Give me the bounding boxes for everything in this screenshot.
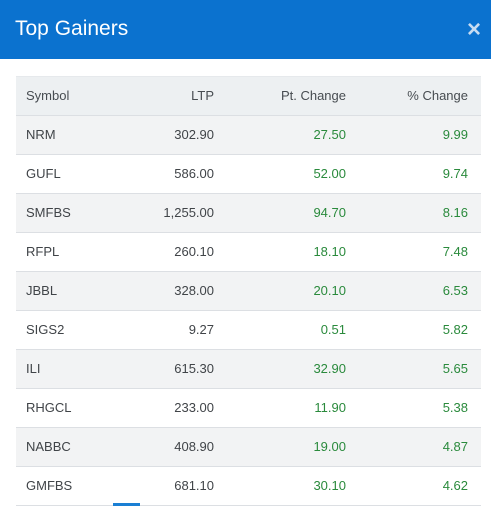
cell-symbol: RFPL [26, 233, 59, 271]
cell-symbol: NRM [26, 116, 56, 154]
dialog-header: Top Gainers × [0, 0, 491, 59]
cell-pt-change: 19.00 [313, 428, 346, 466]
table-row[interactable]: SMFBS 1,255.00 94.70 8.16 [16, 194, 481, 233]
cell-pct-change: 9.74 [443, 155, 468, 193]
cell-ltp: 586.00 [174, 155, 214, 193]
cell-pct-change: 8.16 [443, 194, 468, 232]
cell-ltp: 615.30 [174, 350, 214, 388]
column-header-ltp[interactable]: LTP [191, 77, 214, 115]
cell-pt-change: 27.50 [313, 116, 346, 154]
cell-pct-change: 4.62 [443, 467, 468, 505]
column-header-symbol[interactable]: Symbol [26, 77, 69, 115]
cell-ltp: 9.27 [189, 311, 214, 349]
table-row[interactable]: ILI 615.30 32.90 5.65 [16, 350, 481, 389]
table-body: NRM 302.90 27.50 9.99 GUFL 586.00 52.00 9.74 SMF… [16, 116, 481, 506]
cell-ltp: 681.10 [174, 467, 214, 505]
cell-pct-change: 5.38 [443, 389, 468, 427]
cell-pt-change: 11.90 [314, 389, 346, 427]
cell-pct-change: 4.87 [443, 428, 468, 466]
cell-ltp: 233.00 [174, 389, 214, 427]
cell-pt-change: 20.10 [313, 272, 346, 310]
cell-symbol: SMFBS [26, 194, 71, 232]
gainers-table: Symbol LTP Pt. Change % Change NRM 302.90… [16, 76, 481, 506]
cell-symbol: SIGS2 [26, 311, 64, 349]
close-icon[interactable]: × [464, 19, 484, 41]
cell-symbol: GUFL [26, 155, 61, 193]
cell-pt-change: 30.10 [313, 467, 346, 505]
cell-pt-change: 18.10 [313, 233, 346, 271]
cell-pct-change: 5.65 [443, 350, 468, 388]
table-header-row: Symbol LTP Pt. Change % Change [16, 77, 481, 116]
cell-pct-change: 5.82 [443, 311, 468, 349]
dialog-title: Top Gainers [15, 16, 128, 42]
table-row[interactable]: GMFBS 681.10 30.10 4.62 [16, 467, 481, 506]
table-row[interactable]: NABBC 408.90 19.00 4.87 [16, 428, 481, 467]
scroll-indicator [113, 503, 140, 506]
cell-pct-change: 9.99 [443, 116, 468, 154]
table-row[interactable]: NRM 302.90 27.50 9.99 [16, 116, 481, 155]
cell-pct-change: 6.53 [443, 272, 468, 310]
cell-symbol: GMFBS [26, 467, 72, 505]
cell-ltp: 408.90 [174, 428, 214, 466]
cell-pt-change: 32.90 [313, 350, 346, 388]
cell-symbol: ILI [26, 350, 40, 388]
cell-symbol: RHGCL [26, 389, 72, 427]
table-row[interactable]: SIGS2 9.27 0.51 5.82 [16, 311, 481, 350]
table-row[interactable]: GUFL 586.00 52.00 9.74 [16, 155, 481, 194]
table-row[interactable]: RHGCL 233.00 11.90 5.38 [16, 389, 481, 428]
cell-pt-change: 52.00 [313, 155, 346, 193]
cell-pt-change: 0.51 [321, 311, 346, 349]
cell-pct-change: 7.48 [443, 233, 468, 271]
column-header-pct-change[interactable]: % Change [407, 77, 468, 115]
table-row[interactable]: JBBL 328.00 20.10 6.53 [16, 272, 481, 311]
cell-ltp: 1,255.00 [163, 194, 214, 232]
cell-pt-change: 94.70 [313, 194, 346, 232]
column-header-pt-change[interactable]: Pt. Change [281, 77, 346, 115]
cell-ltp: 260.10 [174, 233, 214, 271]
cell-ltp: 328.00 [174, 272, 214, 310]
cell-symbol: NABBC [26, 428, 71, 466]
cell-ltp: 302.90 [174, 116, 214, 154]
table-row[interactable]: RFPL 260.10 18.10 7.48 [16, 233, 481, 272]
cell-symbol: JBBL [26, 272, 57, 310]
